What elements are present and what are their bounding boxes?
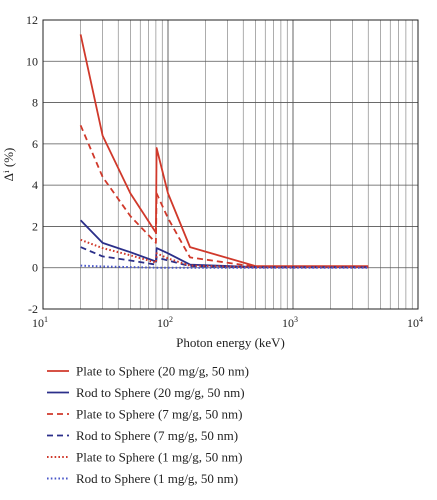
legend-label: Rod to Sphere (1 mg/g, 50 nm) bbox=[76, 471, 238, 486]
legend-label: Plate to Sphere (1 mg/g, 50 nm) bbox=[76, 450, 242, 465]
x-tick-label: 102 bbox=[157, 315, 173, 330]
x-tick-labels: 101 102 103 104 bbox=[32, 315, 423, 330]
y-tick-label: 8 bbox=[32, 96, 38, 110]
y-tick-label: 6 bbox=[32, 137, 38, 151]
plot-frame bbox=[42, 19, 419, 310]
legend-item: Rod to Sphere (1 mg/g, 50 nm) bbox=[47, 471, 238, 486]
y-axis-label: Δⁱ (%) bbox=[1, 148, 16, 182]
legend-label: Rod to Sphere (7 mg/g, 50 nm) bbox=[76, 428, 238, 443]
legend-item: Rod to Sphere (7 mg/g, 50 nm) bbox=[47, 428, 238, 443]
x-tick-label: 104 bbox=[407, 315, 423, 330]
y-tick-label: 0 bbox=[32, 261, 38, 275]
y-tick-labels: -2 0 2 4 6 8 10 12 bbox=[26, 13, 38, 316]
x-axis-label: Photon energy (keV) bbox=[176, 335, 285, 350]
x-tick-label: 101 bbox=[32, 315, 48, 330]
y-tick-label: 10 bbox=[26, 54, 38, 68]
y-tick-label: 12 bbox=[26, 13, 38, 27]
legend-item: Rod to Sphere (20 mg/g, 50 nm) bbox=[47, 385, 245, 400]
y-tick-label: -2 bbox=[28, 302, 38, 316]
legend-item: Plate to Sphere (20 mg/g, 50 nm) bbox=[47, 364, 249, 379]
series-line-3 bbox=[79, 124, 369, 268]
legend-item: Plate to Sphere (7 mg/g, 50 nm) bbox=[47, 407, 242, 422]
plot-series bbox=[79, 34, 369, 269]
y-tick-label: 2 bbox=[32, 219, 38, 233]
y-tick-label: 4 bbox=[32, 178, 38, 192]
x-tick-label: 103 bbox=[282, 315, 298, 330]
series-line-5 bbox=[80, 238, 369, 269]
legend-label: Plate to Sphere (7 mg/g, 50 nm) bbox=[76, 407, 242, 422]
legend-label: Plate to Sphere (20 mg/g, 50 nm) bbox=[76, 364, 249, 379]
legend-label: Rod to Sphere (20 mg/g, 50 nm) bbox=[76, 385, 245, 400]
series-line-6 bbox=[80, 264, 369, 269]
series-line-1 bbox=[79, 34, 369, 268]
legend: Plate to Sphere (20 mg/g, 50 nm) Rod to S… bbox=[47, 364, 249, 486]
legend-item: Plate to Sphere (1 mg/g, 50 nm) bbox=[47, 450, 242, 465]
